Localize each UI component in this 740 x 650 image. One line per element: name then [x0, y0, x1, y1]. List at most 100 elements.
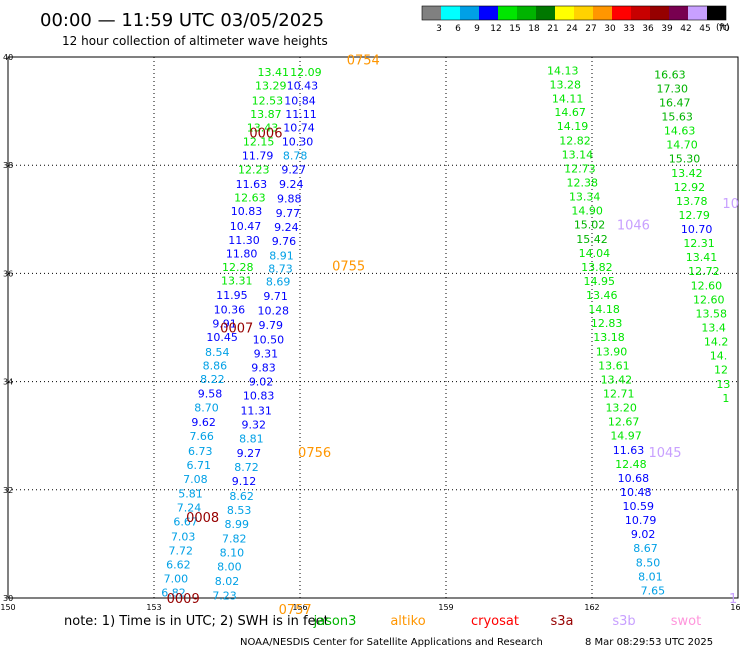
wave-height-label: 10.28 — [257, 305, 289, 318]
y-tick-label: 34 — [3, 378, 13, 387]
wave-height-label: 9.79 — [259, 319, 284, 332]
pass-time-label: 0755 — [332, 259, 365, 274]
legend-label: 9 — [474, 24, 480, 34]
x-tick-label: 153 — [146, 603, 161, 612]
credit-text: NOAA/NESDIS Center for Satellite Applica… — [240, 637, 543, 648]
wave-height-label: 14.95 — [584, 275, 616, 288]
wave-height-label: 8.00 — [217, 561, 242, 574]
wave-height-label: 6.67 — [173, 516, 198, 529]
wave-height-label: 9.58 — [198, 388, 223, 401]
wave-height-label: 6.71 — [187, 459, 212, 472]
wave-height-label: 13.20 — [605, 402, 637, 415]
wave-height-label: 12.38 — [567, 177, 599, 190]
wave-height-label: 13.42 — [601, 373, 633, 386]
y-tick-label: 36 — [3, 269, 13, 278]
wave-height-label: 14.04 — [579, 247, 611, 260]
legend-swatch — [631, 6, 650, 20]
wave-height-label: 11.95 — [216, 289, 248, 302]
wave-height-label: 9.77 — [276, 207, 301, 220]
pass-time-label: 1 — [729, 592, 737, 607]
wave-height-label: 13.41 — [257, 66, 289, 79]
plot-frame — [7, 56, 739, 599]
legend-swatch — [441, 6, 460, 20]
wave-height-label: 5.81 — [178, 488, 203, 501]
wave-height-label: 17.30 — [657, 82, 689, 95]
wave-height-label: 12.28 — [222, 261, 254, 274]
wave-height-label: 10.45 — [206, 331, 238, 344]
y-tick-label: 38 — [3, 161, 13, 170]
pass-time-label: 0756 — [298, 446, 331, 461]
legend-swatch — [593, 6, 612, 20]
wave-height-label: 9.02 — [249, 376, 274, 389]
wave-height-label: 8.73 — [268, 263, 293, 276]
wave-height-label: 9.32 — [242, 418, 267, 431]
wave-height-label: 12.23 — [238, 164, 270, 177]
wave-height-label: 8.72 — [234, 461, 259, 474]
wave-height-label: 15.63 — [661, 111, 693, 124]
wave-height-label: 12.60 — [691, 279, 723, 292]
chart-subtitle: 12 hour collection of altimeter wave hei… — [62, 34, 328, 48]
wave-height-label: 15.30 — [669, 153, 701, 166]
wave-height-label: 8.50 — [636, 556, 661, 569]
legend-swatch — [650, 6, 669, 20]
timestamp-text: 8 Mar 08:29:53 UTC 2025 — [585, 637, 713, 648]
satellite-track: 14.1313.2814.1114.6714.1912.8213.1412.73… — [547, 65, 681, 598]
satellite-legend: jason3 altiko cryosat s3a s3b swot — [313, 614, 702, 629]
wave-height-label: 11.63 — [613, 444, 645, 457]
legend-label: 42 — [680, 24, 691, 34]
wave-height-label: 9.24 — [274, 221, 299, 234]
wave-height-label: 15.42 — [576, 233, 608, 246]
x-tick-label: 156 — [292, 603, 307, 612]
legend-swatch — [536, 6, 555, 20]
satellite-name: altiko — [390, 614, 425, 629]
legend-label: 27 — [585, 24, 596, 34]
wave-height-label: 13.34 — [569, 191, 601, 204]
wave-height-label: 13.41 — [686, 251, 718, 264]
wave-height-label: 14.67 — [554, 106, 586, 119]
wave-height-label: 12.31 — [683, 237, 715, 250]
wave-height-label: 13.4 — [701, 322, 726, 335]
legend-label: 12 — [490, 24, 501, 34]
wave-height-label: 7.65 — [641, 584, 666, 597]
wave-height-label: 12.71 — [603, 388, 635, 401]
wave-height-label: 10.84 — [284, 94, 316, 107]
legend-swatch — [555, 6, 574, 20]
y-tick-label: 32 — [3, 486, 13, 495]
wave-height-label: 13.78 — [676, 195, 708, 208]
wave-height-label: 12.82 — [559, 134, 591, 147]
wave-height-label: 12.67 — [608, 416, 640, 429]
wave-height-label: 12.63 — [234, 192, 266, 205]
legend-label: 6 — [455, 24, 461, 34]
wave-height-label: 13.14 — [562, 148, 594, 161]
legend-unit-label: (ft) — [716, 23, 730, 33]
wave-height-label: 7.24 — [177, 502, 202, 515]
legend-label: 45 — [699, 24, 710, 34]
plot-grid — [8, 57, 738, 598]
wave-height-label: 12.09 — [290, 66, 322, 79]
wave-height-label: 14.90 — [571, 205, 603, 218]
wave-height-label: 10.59 — [622, 500, 654, 513]
wave-height-label: 10.43 — [287, 80, 319, 93]
wave-height-label: 7.23 — [212, 589, 237, 602]
wave-height-label: 12.48 — [615, 458, 647, 471]
wave-height-label: 11.30 — [228, 234, 260, 247]
legend-swatch — [688, 6, 707, 20]
wave-height-label: 14.13 — [547, 65, 579, 78]
data-marks: 13.4113.2912.5313.8713.4312.1511.7912.23… — [161, 54, 739, 618]
wave-height-label: 12.53 — [252, 94, 284, 107]
pass-time-label: 10 — [722, 197, 739, 212]
wave-height-label: 13.29 — [255, 80, 287, 93]
wave-height-label: 7.72 — [169, 544, 194, 557]
wave-height-label: 9.71 — [263, 290, 288, 303]
wave-height-label: 14. — [710, 350, 728, 363]
wave-height-label: 1 — [722, 392, 729, 405]
legend-swatch — [707, 6, 726, 20]
color-legend: 3 6 9 12 15 18 21 24 27 30 33 36 39 42 45 70 — [421, 5, 730, 34]
wave-height-label: 11.31 — [240, 404, 272, 417]
wave-height-label: 6.73 — [188, 445, 213, 458]
wave-height-label: 13.31 — [221, 274, 253, 287]
wave-height-label: 8.99 — [224, 518, 249, 531]
wave-height-label: 9.62 — [191, 416, 216, 429]
legend-label: 36 — [642, 24, 654, 34]
